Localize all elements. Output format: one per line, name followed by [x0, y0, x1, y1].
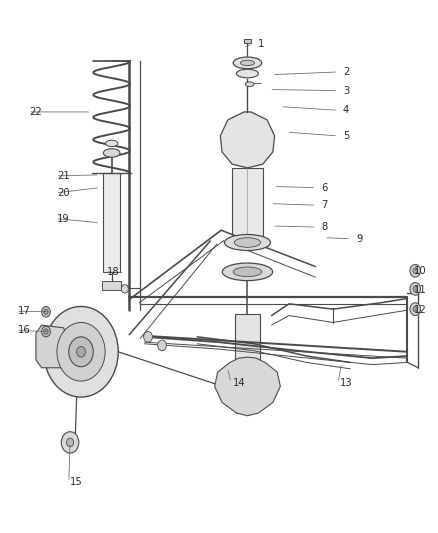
Ellipse shape	[234, 238, 261, 247]
Circle shape	[158, 340, 166, 351]
Text: 4: 4	[343, 106, 349, 115]
Circle shape	[42, 326, 50, 337]
Text: 9: 9	[356, 234, 362, 244]
Ellipse shape	[103, 149, 120, 157]
Polygon shape	[232, 168, 263, 243]
Text: 16: 16	[18, 326, 31, 335]
Polygon shape	[103, 173, 120, 272]
Text: 8: 8	[321, 222, 327, 232]
Text: 17: 17	[18, 306, 31, 316]
Circle shape	[44, 309, 48, 314]
Text: 12: 12	[414, 305, 427, 315]
Polygon shape	[235, 314, 260, 362]
Ellipse shape	[224, 235, 270, 251]
Text: 5: 5	[343, 131, 349, 141]
Polygon shape	[220, 112, 275, 168]
Text: 2: 2	[343, 67, 349, 77]
Polygon shape	[244, 39, 251, 43]
Text: 21: 21	[57, 171, 70, 181]
Text: 10: 10	[414, 266, 427, 276]
Ellipse shape	[245, 82, 254, 86]
Circle shape	[413, 306, 417, 312]
Circle shape	[44, 306, 118, 397]
Ellipse shape	[237, 69, 258, 78]
Text: 6: 6	[321, 183, 327, 192]
Polygon shape	[215, 357, 280, 416]
Text: 22: 22	[29, 107, 42, 117]
Circle shape	[413, 286, 417, 292]
Text: 15: 15	[70, 478, 83, 487]
Text: 18: 18	[107, 267, 119, 277]
Ellipse shape	[222, 263, 272, 280]
Ellipse shape	[233, 267, 261, 277]
Text: 13: 13	[340, 378, 352, 387]
Circle shape	[67, 438, 74, 447]
Polygon shape	[36, 325, 68, 368]
Polygon shape	[102, 281, 121, 290]
Text: 19: 19	[57, 214, 70, 223]
Ellipse shape	[240, 60, 254, 66]
Circle shape	[77, 346, 85, 357]
Text: 7: 7	[321, 200, 327, 210]
Circle shape	[410, 282, 420, 295]
Circle shape	[44, 329, 48, 334]
Circle shape	[144, 332, 152, 342]
Text: 14: 14	[233, 378, 245, 387]
Text: 20: 20	[57, 188, 70, 198]
Text: 1: 1	[258, 39, 264, 49]
Circle shape	[57, 322, 105, 381]
Ellipse shape	[106, 140, 118, 147]
Circle shape	[69, 337, 93, 367]
Circle shape	[413, 268, 417, 273]
Circle shape	[42, 306, 50, 317]
Text: 11: 11	[414, 286, 427, 295]
Text: 3: 3	[343, 86, 349, 95]
Circle shape	[410, 303, 420, 316]
Circle shape	[410, 264, 420, 277]
Circle shape	[121, 285, 128, 293]
Circle shape	[61, 432, 79, 453]
Ellipse shape	[233, 57, 261, 69]
